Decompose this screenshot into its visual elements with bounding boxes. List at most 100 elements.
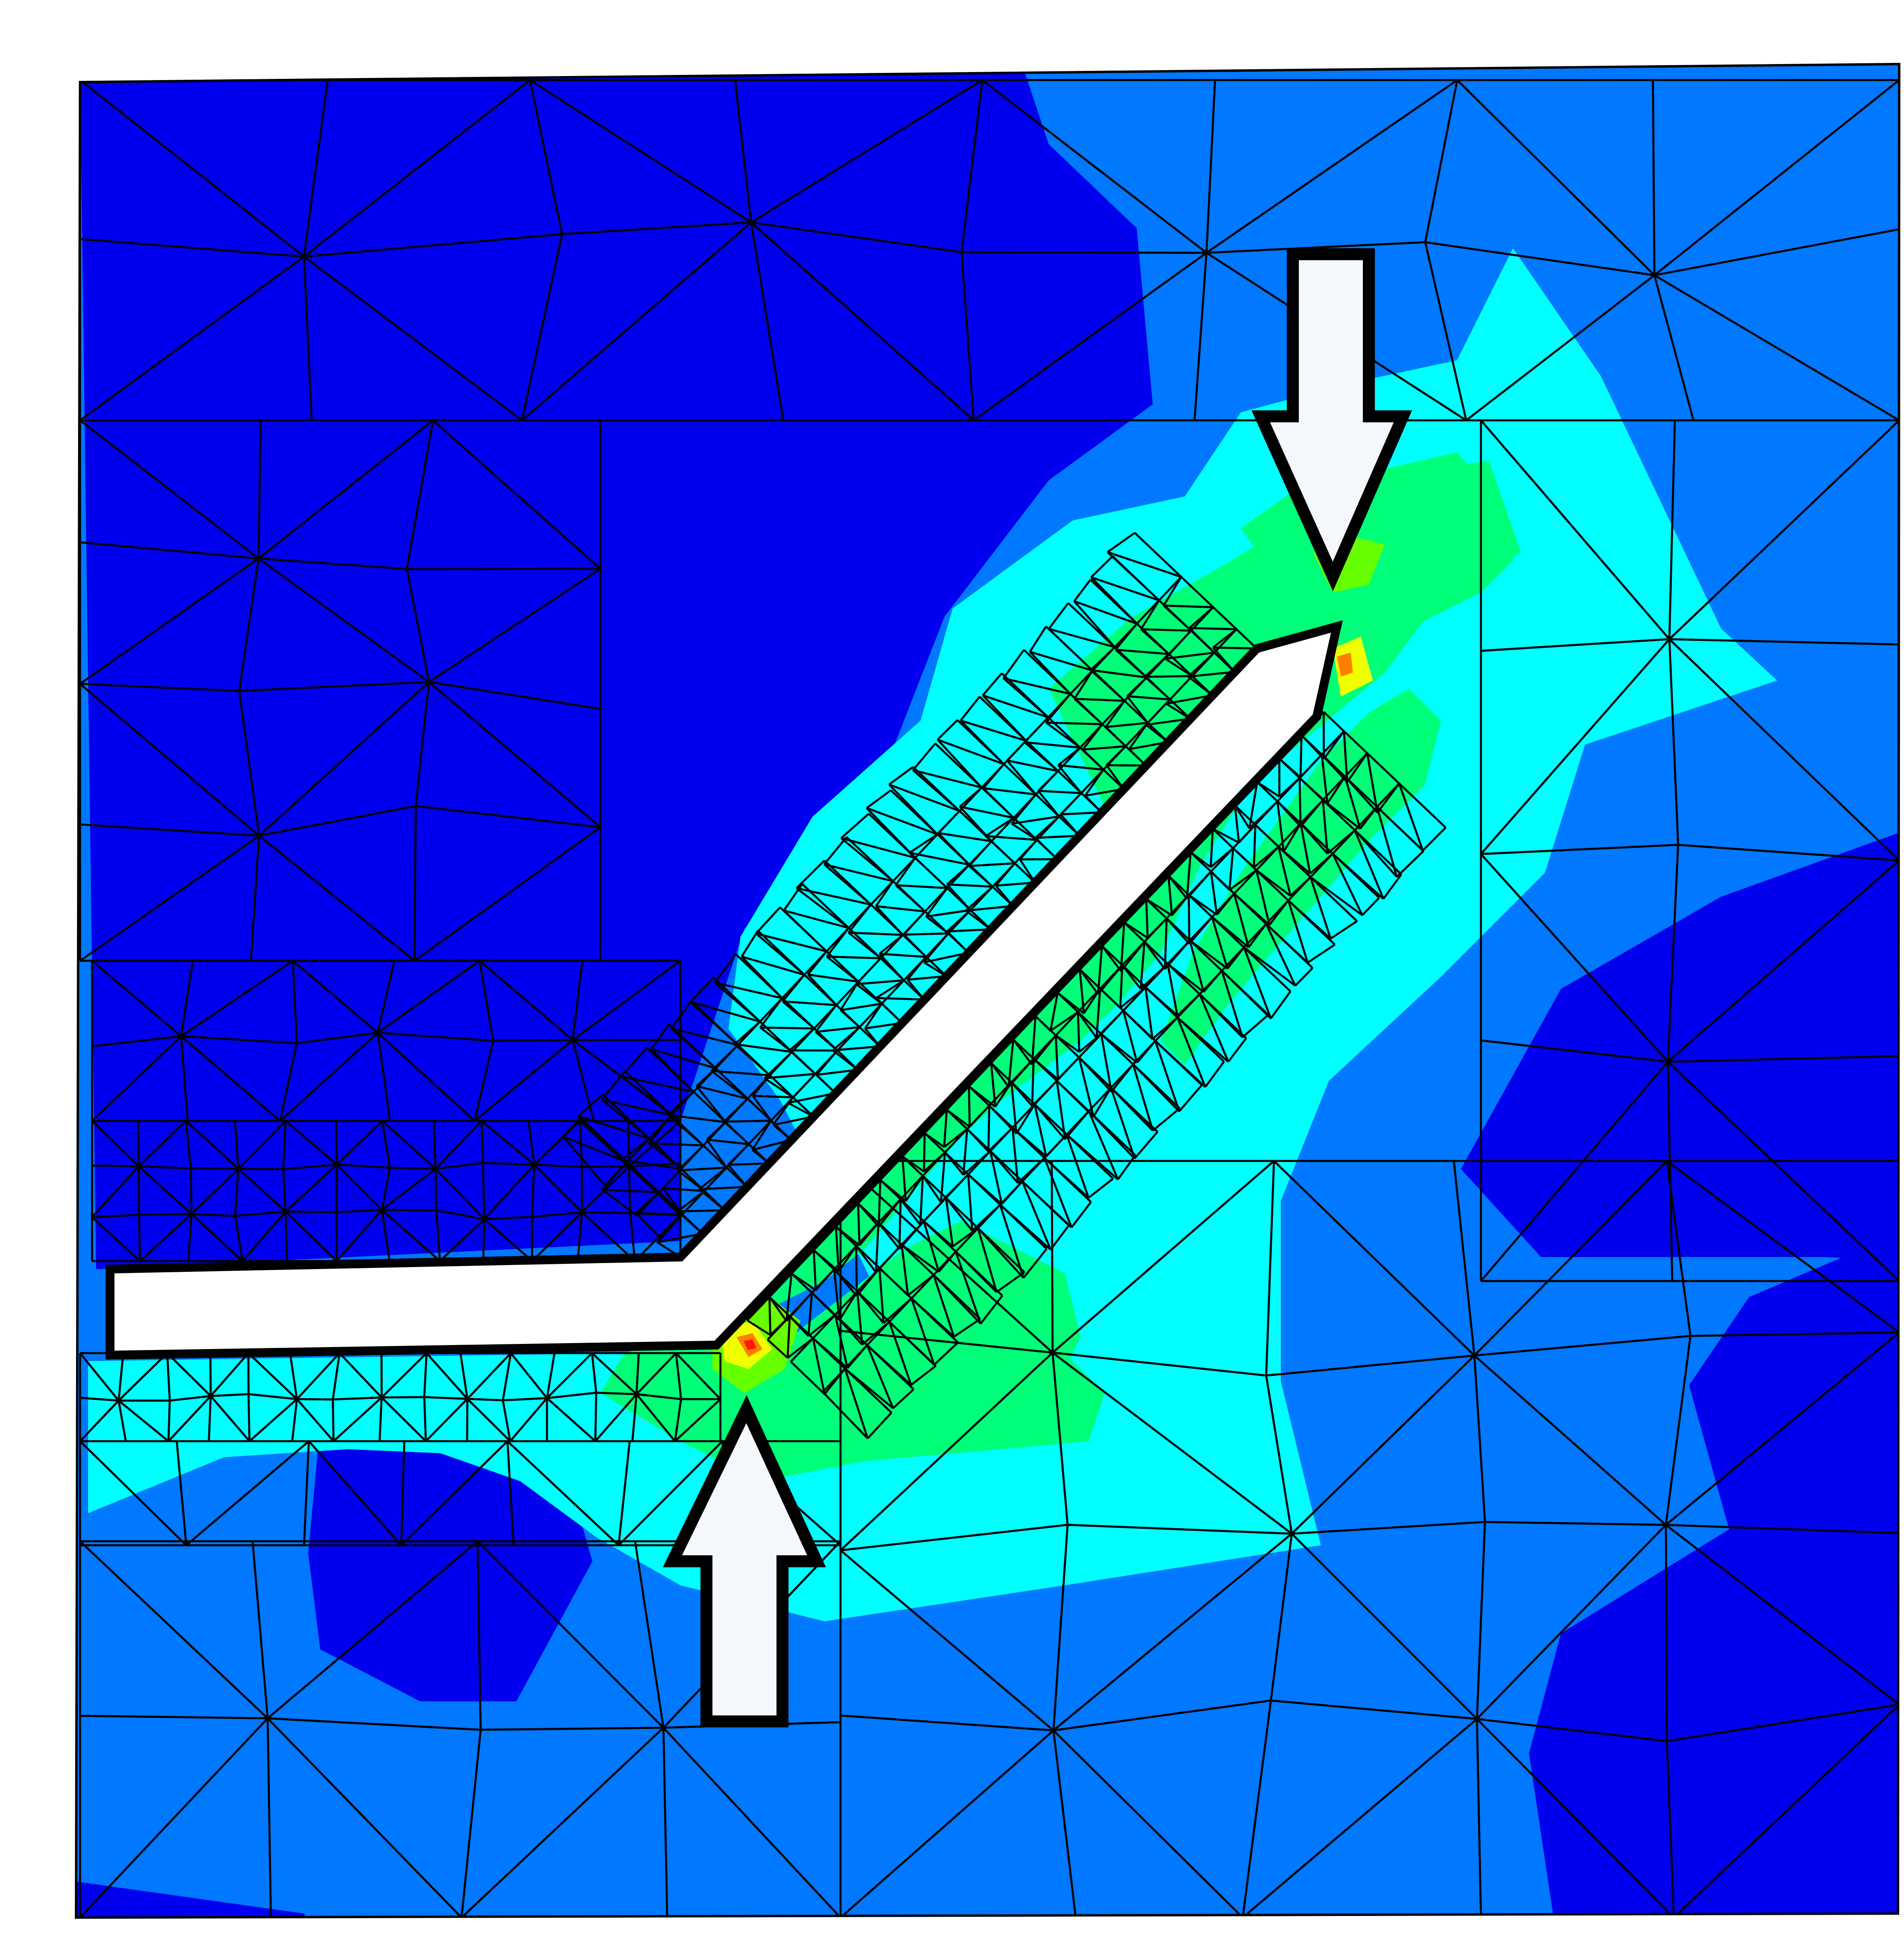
mesh-edge xyxy=(1398,783,1424,851)
mesh-edge xyxy=(650,1048,694,1093)
mesh-edge xyxy=(291,1399,298,1442)
mesh-edge xyxy=(1088,1111,1119,1180)
mesh-edge xyxy=(922,1175,942,1203)
mesh-edge xyxy=(267,1717,462,1918)
mesh-edge xyxy=(947,909,971,934)
mesh-edge xyxy=(1366,753,1378,813)
mesh-edge xyxy=(912,743,936,771)
mesh-edge xyxy=(1477,1718,1667,1742)
mesh-edge xyxy=(985,835,1037,841)
mesh-edge xyxy=(1243,947,1272,1019)
mesh-edge xyxy=(529,80,563,235)
mesh-edge xyxy=(946,1109,971,1128)
mesh-edge xyxy=(79,557,259,685)
mesh-edge xyxy=(752,1094,793,1099)
mesh-edge xyxy=(734,1043,771,1076)
mesh-edge xyxy=(1011,1081,1033,1107)
mesh-edge xyxy=(796,887,850,929)
mesh-edge xyxy=(839,1291,859,1321)
mesh-edge xyxy=(1132,1040,1156,1065)
mesh-edge xyxy=(1654,274,1899,422)
mesh-edge xyxy=(1107,551,1182,578)
mesh-edge xyxy=(781,974,805,999)
mesh-edge xyxy=(1006,759,1037,795)
mesh-edge xyxy=(1180,576,1214,608)
mesh-edge xyxy=(181,1035,297,1044)
mesh-edge xyxy=(506,1441,515,1546)
mesh-edge xyxy=(650,1024,670,1050)
mesh-edge xyxy=(1211,893,1235,918)
mesh-edge xyxy=(1003,677,1049,718)
mesh-edge xyxy=(1092,1087,1112,1117)
mesh-edge xyxy=(812,1338,826,1394)
mesh-edge xyxy=(856,979,904,985)
mesh-edge xyxy=(1065,1134,1089,1198)
mesh-edge xyxy=(879,953,926,958)
mesh-edge xyxy=(185,1121,192,1169)
finite-element-mesh xyxy=(79,79,1899,1918)
mesh-edge xyxy=(947,883,993,888)
mesh-edge xyxy=(621,1159,660,1193)
mesh-edge xyxy=(889,783,960,812)
mesh-edge xyxy=(415,682,430,806)
mesh-edge xyxy=(689,977,714,1003)
mesh-edge xyxy=(1212,828,1234,849)
mesh-edge xyxy=(1047,693,1071,718)
mesh-edge xyxy=(723,1121,750,1145)
mesh-edge xyxy=(1060,811,1102,815)
mesh-edge xyxy=(493,1039,573,1042)
mesh-edge xyxy=(1154,1040,1180,1112)
mesh-edge xyxy=(176,1441,187,1546)
mesh-edge xyxy=(296,1352,341,1400)
mesh-edge xyxy=(423,1397,427,1442)
mesh-edge xyxy=(1122,964,1142,990)
mesh-edge xyxy=(815,1026,860,1033)
mesh-edge xyxy=(785,1273,793,1321)
mesh-edge xyxy=(283,1163,337,1170)
mesh-edge xyxy=(969,886,993,911)
mesh-edge xyxy=(1221,970,1272,1019)
mesh-edge xyxy=(945,1173,969,1199)
mesh-edge xyxy=(764,1073,816,1079)
mesh-edge xyxy=(1124,922,1148,939)
mesh-edge xyxy=(1476,1718,1675,1918)
mesh-edge xyxy=(629,1213,636,1261)
mesh-edge xyxy=(339,1352,383,1398)
mesh-edge xyxy=(532,1211,582,1218)
mesh-edge xyxy=(933,1274,981,1325)
mesh-edge xyxy=(910,1365,937,1386)
mesh-edge xyxy=(982,673,1003,696)
mesh-edge xyxy=(381,1121,391,1168)
mesh-edge xyxy=(267,1718,272,1918)
mesh-edge xyxy=(866,1345,894,1409)
mesh-edge xyxy=(1145,899,1149,938)
mesh-edge xyxy=(834,1314,849,1368)
mesh-edge xyxy=(381,1167,391,1210)
mesh-edge xyxy=(92,1213,139,1219)
mesh-edge xyxy=(813,1250,817,1290)
mesh-edge xyxy=(674,1399,682,1442)
mesh-edge xyxy=(960,696,981,721)
mesh-edge xyxy=(1003,740,1027,765)
mesh-edge xyxy=(406,568,430,683)
mesh-edge xyxy=(901,1244,939,1273)
mesh-edge xyxy=(79,1717,269,1918)
mesh-edge xyxy=(1046,721,1103,725)
mesh-edge xyxy=(377,1032,494,1042)
mesh-edge xyxy=(1270,990,1292,1019)
mesh-edge xyxy=(596,1392,637,1396)
mesh-edge xyxy=(1003,677,1071,695)
mesh-edge xyxy=(289,1353,298,1400)
mesh-edge xyxy=(1029,651,1071,695)
mesh-edge xyxy=(737,1021,761,1046)
mesh-edge xyxy=(80,1397,119,1402)
mesh-edge xyxy=(521,234,563,421)
mesh-edge xyxy=(714,982,782,999)
mesh-edge xyxy=(1015,1104,1036,1135)
mesh-edge xyxy=(1242,1014,1269,1038)
mesh-edge xyxy=(926,909,971,918)
mesh-edge xyxy=(1146,717,1191,726)
mesh-edge xyxy=(859,1003,883,1028)
mesh-edge xyxy=(955,1251,982,1324)
mesh-edge xyxy=(982,787,1015,819)
